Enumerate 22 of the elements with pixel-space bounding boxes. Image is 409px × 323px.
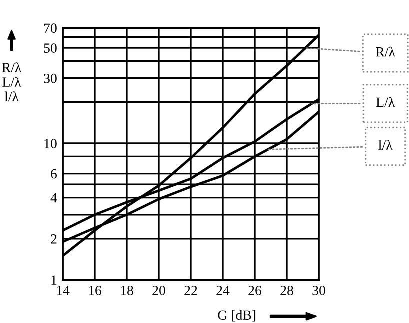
y-axis-title: R/λ L/λ l/λ [2, 62, 22, 102]
x-tick-label: 26 [248, 286, 262, 296]
y-tick-label: 2 [51, 234, 57, 244]
x-tick-label: 16 [89, 286, 102, 296]
y-tick-label: 4 [50, 194, 58, 203]
annotation: l/λ [378, 140, 393, 150]
x-tick-label: 24 [216, 286, 230, 296]
y-tick-label: 50 [44, 44, 57, 54]
y-tick-label: 30 [44, 74, 57, 84]
y-tick-label: 10 [44, 139, 57, 148]
x-tick-label: 18 [121, 286, 134, 296]
y-tick-label: 6 [51, 169, 58, 179]
x-tick-label: 20 [152, 286, 166, 296]
annotation: R/λ [376, 46, 396, 57]
x-tick-label: 30 [312, 286, 326, 296]
y-tick-label: 1 [52, 276, 57, 285]
x-tick-label: 22 [184, 286, 198, 296]
x-tick-label: 14 [57, 286, 70, 296]
x-axis-title: G [dB] [218, 310, 256, 322]
annotation: L/λ [376, 97, 396, 108]
y-tick-label: 70 [44, 24, 57, 34]
x-tick-label: 28 [280, 286, 294, 296]
